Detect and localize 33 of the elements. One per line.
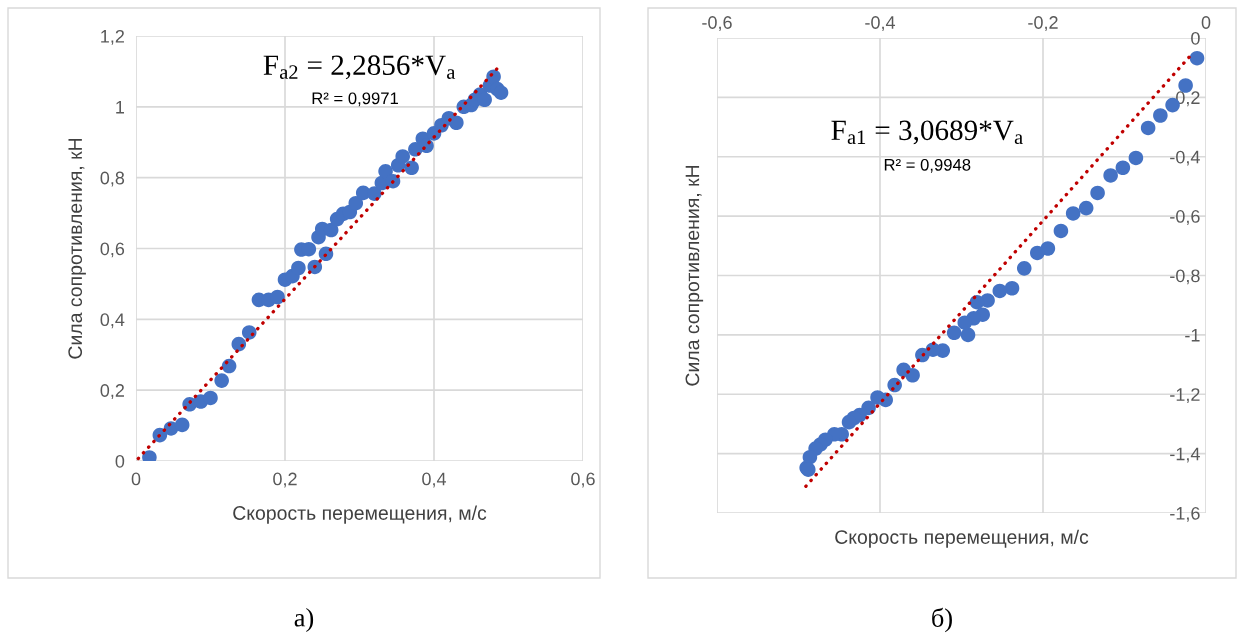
annotation: F$_{a2}$ = 2,2856*V$_{a}$ (263, 55, 456, 80)
y-tick-label: 1 (116, 100, 125, 114)
x-tick-label: 0,6 (571, 472, 595, 488)
x-tick-label: -0,6 (702, 16, 732, 32)
y-tick-label: -1 (1185, 329, 1200, 342)
y-tick-label: -0,6 (1170, 210, 1200, 225)
x-tick-label: 0 (131, 472, 141, 486)
y-tick-label: 0 (115, 454, 125, 468)
text: а) (294, 608, 314, 632)
y-tick-label: -0,8 (1170, 269, 1200, 285)
y-tick-label: 1,2 (101, 29, 124, 45)
x-tick-label: 0,2 (273, 472, 297, 488)
x-tick-label: 0,4 (422, 472, 447, 488)
x-axis-title: Скорость перемещения, м/с (233, 505, 487, 524)
x-tick-label: -0,2 (1028, 16, 1058, 32)
y-tick-label: 0,2 (100, 384, 124, 400)
x-axis-title: Скорость перемещения, м/с (835, 529, 1089, 548)
y-tick-label: 0 (1191, 31, 1200, 45)
x-tick-label: -0,4 (865, 16, 896, 32)
y-tick-label: -1,4 (1170, 447, 1200, 463)
y-tick-label: 0,4 (100, 313, 125, 329)
text: б) (932, 607, 952, 633)
y-tick-label: 0,8 (100, 171, 125, 187)
x-tick-label: 0 (1201, 16, 1211, 29)
y-tick-label: -0,4 (1170, 150, 1200, 166)
annotation: F$_{a1}$ = 3,0689*V$_{a}$ (831, 120, 1023, 145)
annotation: R² = 0,9948 (884, 158, 971, 173)
annotation: R² = 0,9971 (312, 92, 398, 107)
y-tick-label: -1,2 (1170, 388, 1200, 404)
y-axis-title: Сила сопротивления, кН (685, 165, 704, 386)
y-tick-label: 0,6 (100, 242, 125, 258)
y-tick-label: -1,6 (1170, 506, 1200, 522)
y-axis-title: Сила сопротивления, кН (68, 138, 86, 359)
